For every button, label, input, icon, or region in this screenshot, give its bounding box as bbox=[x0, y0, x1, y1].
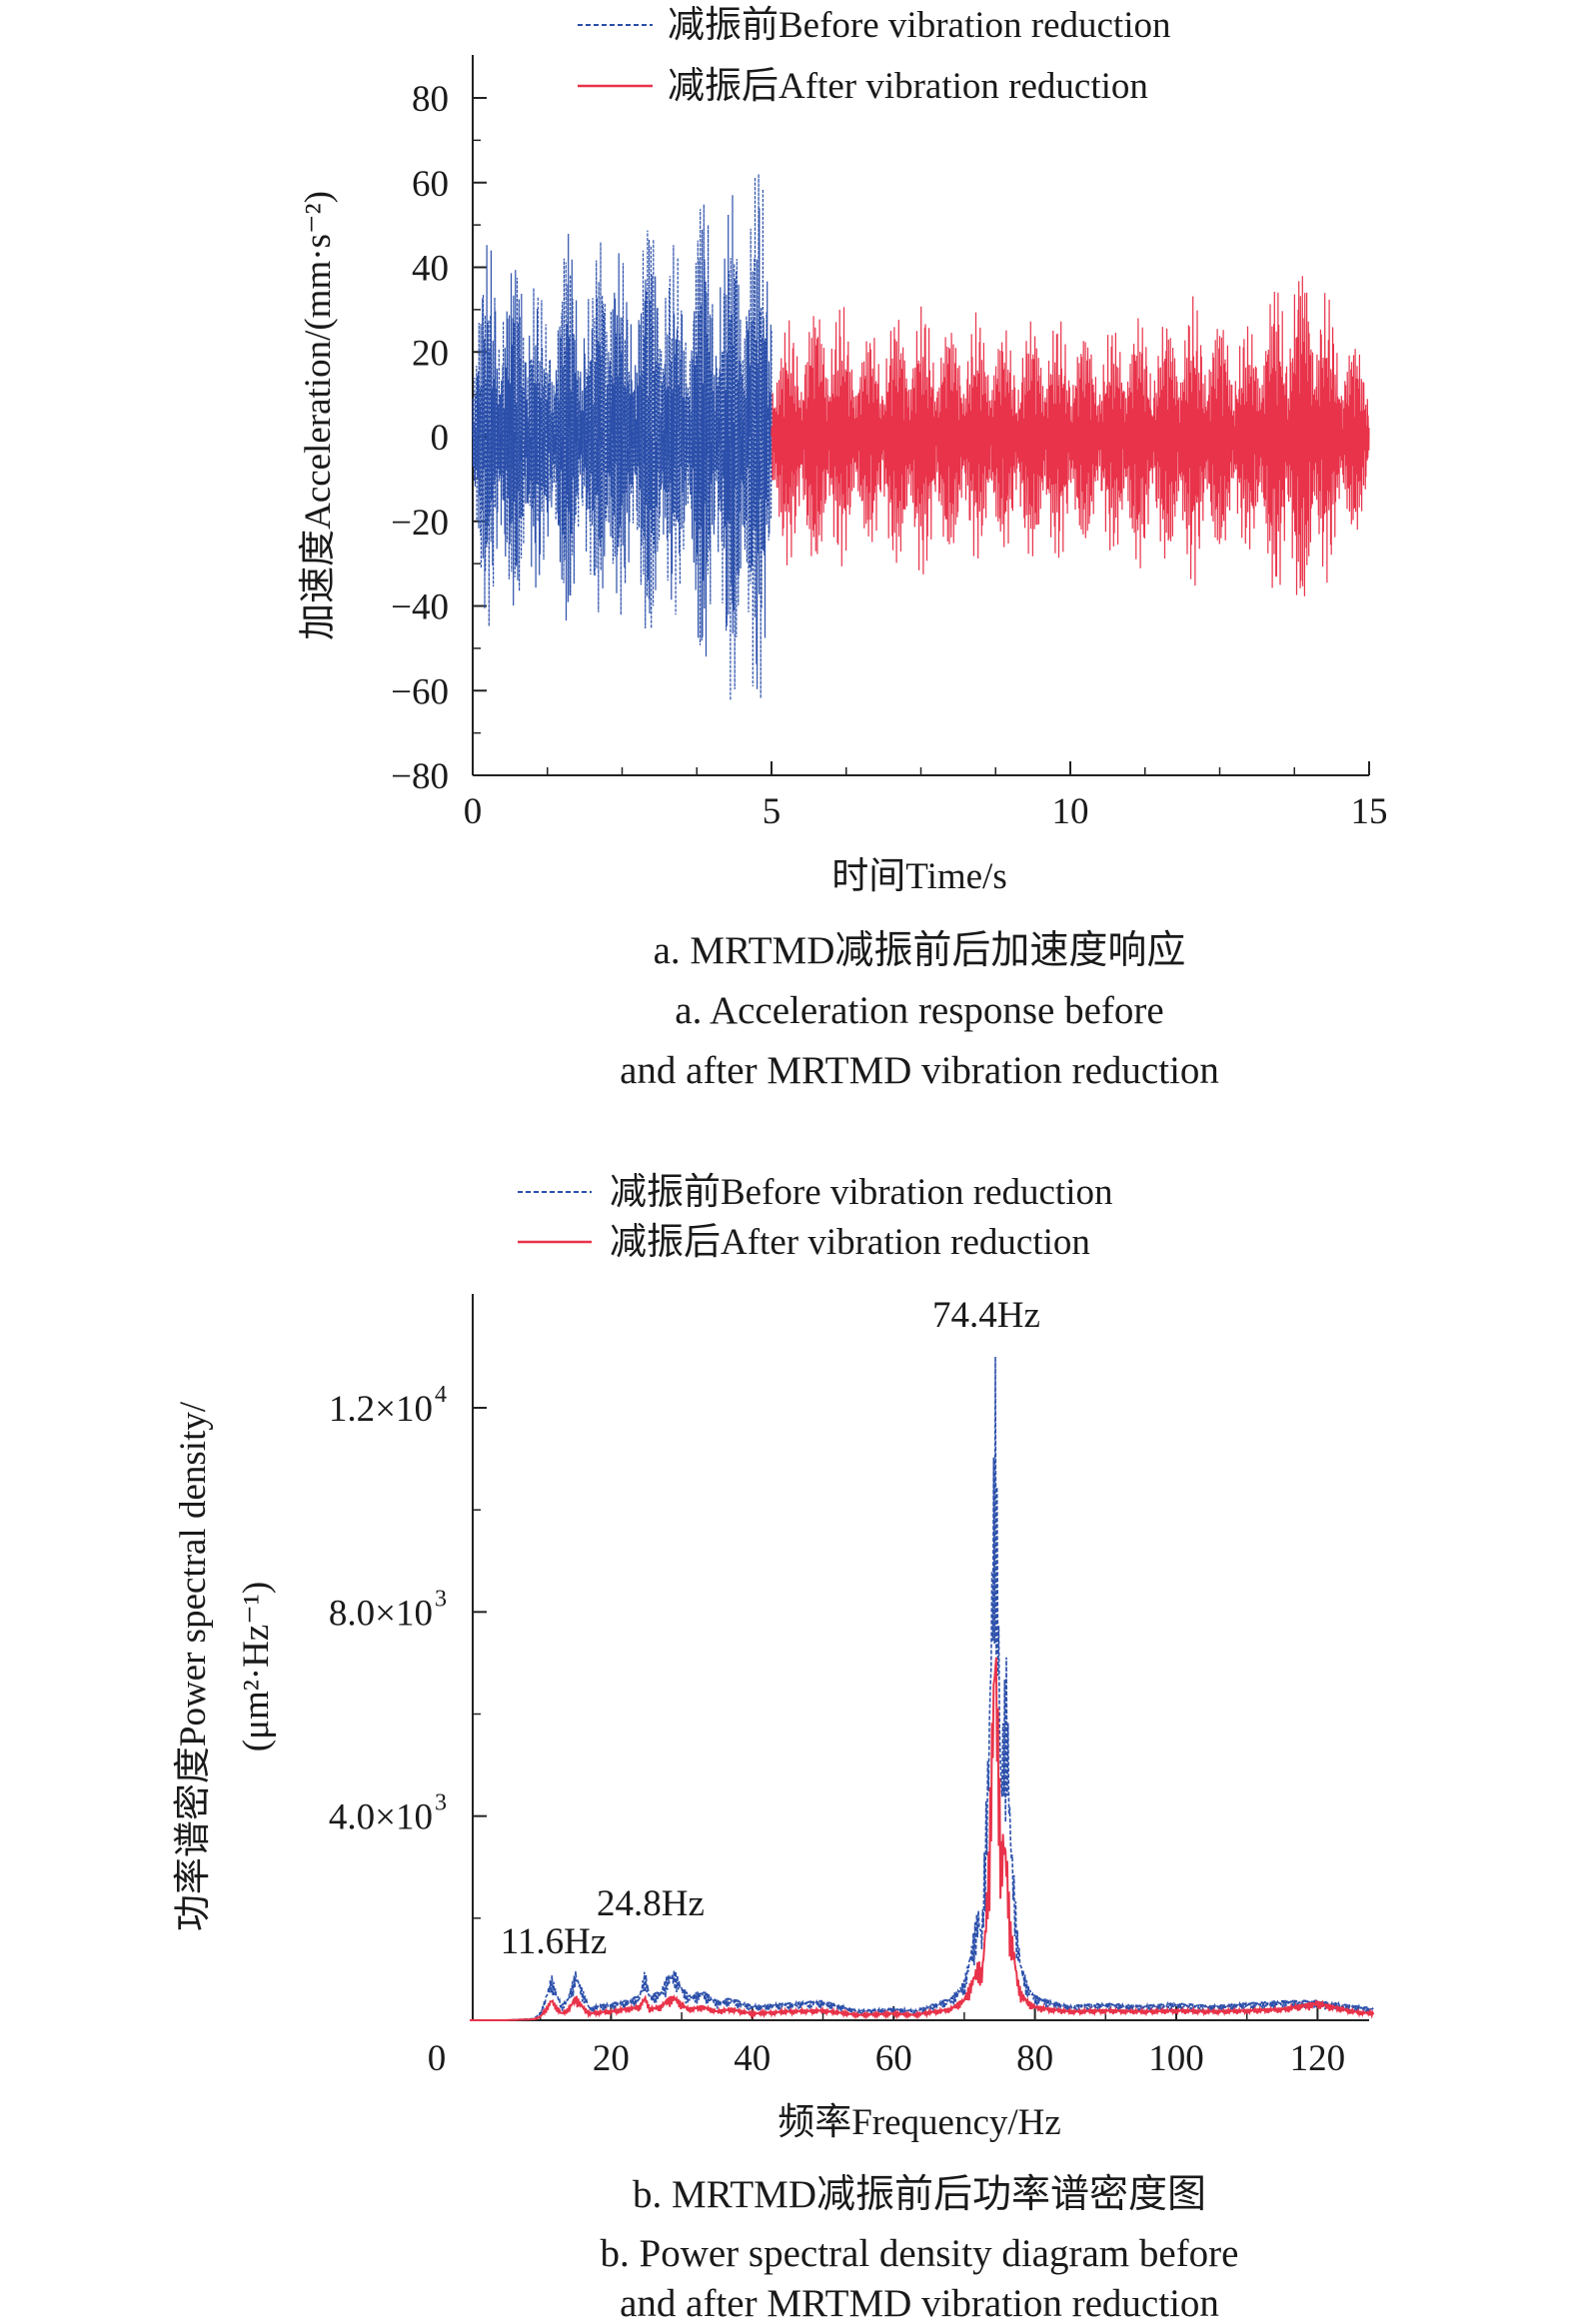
chart-b-x-tick-label: 100 bbox=[1148, 2038, 1204, 2079]
legend-b-after-label: 减振后After vibration reduction bbox=[610, 1222, 1090, 1263]
legend-a-after-label: 减振后After vibration reduction bbox=[668, 66, 1148, 107]
chart-b-caption-1: b. MRTMD减振前后功率谱密度图 bbox=[633, 2173, 1206, 2216]
chart-b-x-tick-label: 20 bbox=[593, 2038, 630, 2079]
chart-b-annotation: 74.4Hz bbox=[932, 1295, 1040, 1336]
chart-a-y-tick-label: −20 bbox=[391, 503, 449, 544]
chart-a-y-tick-label: 60 bbox=[412, 164, 449, 205]
chart-a-x-tick-label: 5 bbox=[763, 791, 782, 832]
legend-b-before-label: 减振前Before vibration reduction bbox=[610, 1171, 1112, 1213]
chart-a-tick-labels: 0 5 10 15 −80 −60 −40 −20 0 20 40 60 80 bbox=[391, 79, 1387, 832]
chart-a-y-tick-label: 80 bbox=[412, 79, 449, 120]
chart-a-x-label: 时间Time/s bbox=[831, 856, 1006, 897]
chart-a-caption-2: a. Acceleration response before bbox=[675, 989, 1163, 1032]
chart-b-y-tick-exponent: 4 bbox=[435, 1382, 447, 1408]
chart-a-y-tick-label: 40 bbox=[412, 249, 449, 290]
chart-b-series-line-1 bbox=[470, 1657, 1375, 2021]
chart-b-y-tick-label: 4.0×10 bbox=[329, 1797, 433, 1838]
chart-a-ticks bbox=[472, 97, 1370, 776]
chart-b-x-tick-label: 0 bbox=[428, 2038, 447, 2079]
chart-a-caption-3: and after MRTMD vibration reduction bbox=[620, 1049, 1219, 1092]
chart-b-caption-2: b. Power spectral density diagram before bbox=[601, 2232, 1239, 2275]
chart-b-y-label-1: 功率谱密度Power spectral density/ bbox=[172, 1401, 214, 1931]
psd-chart: 减振前Before vibration reduction 减振后After v… bbox=[172, 1171, 1375, 2324]
chart-a-x-tick-label: 0 bbox=[464, 791, 483, 832]
chart-b-caption-3: and after MRTMD vibration reduction bbox=[620, 2282, 1219, 2319]
chart-a-caption-1: a. MRTMD减振前后加速度响应 bbox=[654, 929, 1186, 972]
chart-a-x-tick-label: 15 bbox=[1351, 791, 1388, 832]
chart-b-series bbox=[470, 1356, 1375, 2021]
chart-b-x-tick-label: 60 bbox=[875, 2038, 912, 2079]
chart-a-series-line-1 bbox=[771, 276, 1370, 596]
chart-b-annotation: 11.6Hz bbox=[501, 1921, 608, 1962]
chart-b-y-tick-exponent: 3 bbox=[435, 1586, 447, 1612]
legend-a: 减振前Before vibration reduction 减振后After v… bbox=[578, 4, 1170, 107]
chart-b-y-label-2: (μm²·Hz⁻¹) bbox=[236, 1582, 277, 1751]
chart-a-series bbox=[472, 174, 1370, 701]
chart-b-series-line-0 bbox=[470, 1356, 1375, 2021]
legend-b: 减振前Before vibration reduction 减振后After v… bbox=[518, 1171, 1112, 1263]
acceleration-chart: 减振前Before vibration reduction 减振后After v… bbox=[297, 4, 1388, 1092]
chart-a-y-tick-label: −40 bbox=[391, 587, 449, 628]
chart-b-y-tick-label: 1.2×10 bbox=[329, 1389, 433, 1430]
chart-b-x-tick-label: 80 bbox=[1016, 2038, 1053, 2079]
chart-a-y-tick-label: −80 bbox=[391, 756, 449, 797]
chart-a-x-tick-label: 10 bbox=[1052, 791, 1089, 832]
chart-a-y-tick-label: 0 bbox=[431, 418, 450, 459]
chart-b-y-tick-exponent: 3 bbox=[435, 1790, 447, 1816]
chart-b-x-tick-label: 40 bbox=[734, 2038, 771, 2079]
chart-b-x-label: 频率Frequency/Hz bbox=[778, 2101, 1061, 2143]
chart-a-y-tick-label: 20 bbox=[412, 333, 449, 374]
chart-a-series-line-0 bbox=[472, 174, 773, 701]
chart-b-x-tick-label: 120 bbox=[1290, 2038, 1346, 2079]
legend-a-before-label: 减振前Before vibration reduction bbox=[668, 4, 1170, 46]
chart-b-annotation: 24.8Hz bbox=[597, 1883, 705, 1924]
chart-b-y-tick-label: 8.0×10 bbox=[329, 1593, 433, 1634]
chart-a-y-tick-label: −60 bbox=[391, 671, 449, 712]
chart-a-y-label: 加速度Acceleration/(mm·s⁻²) bbox=[297, 191, 339, 640]
